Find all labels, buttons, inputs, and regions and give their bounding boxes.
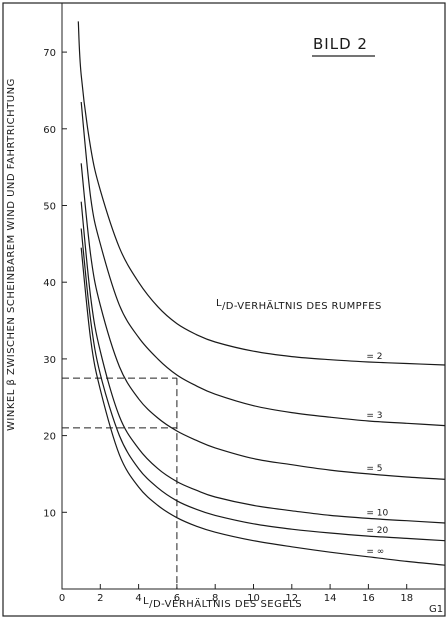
y-axis-title: WINKEL β ZWISCHEN SCHEINBAREM WIND UND F… — [6, 78, 17, 431]
legend-title-prefix: L — [216, 298, 222, 309]
series-label: = 5 — [366, 464, 382, 474]
chart-title: BILD 2 — [313, 35, 368, 53]
x-tick-label: 16 — [362, 593, 375, 604]
y-tick-label: 40 — [43, 278, 56, 289]
y-tick-label: 70 — [43, 48, 56, 59]
x-tick-label: 12 — [285, 593, 298, 604]
x-tick-label: 0 — [59, 593, 65, 604]
x-tick-label: 10 — [247, 593, 260, 604]
legend-title-rest: /D-VERHÄLTNIS DES RUMPFES — [222, 299, 382, 312]
x-tick-label: 4 — [135, 593, 141, 604]
y-tick-label: 60 — [43, 125, 56, 136]
series-line — [77, 21, 446, 366]
x-tick-label: 8 — [212, 593, 218, 604]
x-tick-label: 2 — [97, 593, 103, 604]
series-label: = 3 — [366, 411, 382, 421]
series-line — [80, 228, 446, 542]
series-label: = ∞ — [366, 547, 384, 557]
x-axis-title: L/D-VERHÄLTNIS DES SEGELS — [143, 596, 302, 610]
ticks-layer: 0 2 4 6 8 10 12 14 16 18 10 20 30 40 50 60 70 — [43, 48, 413, 604]
x-tick-label: 18 — [400, 593, 413, 604]
plot-frame — [61, 2, 446, 590]
series-line — [80, 163, 446, 480]
series-line — [80, 201, 446, 524]
y-tick-label: 30 — [43, 355, 56, 366]
series-label: = 10 — [366, 508, 388, 518]
reference-lines — [62, 377, 178, 589]
y-tick-label: 50 — [43, 202, 56, 213]
series-line — [80, 247, 446, 566]
legend-title: L/D-VERHÄLTNIS DES RUMPFES — [216, 298, 382, 312]
x-tick-label: 14 — [324, 593, 337, 604]
curves-layer — [77, 21, 446, 566]
series-label: = 20 — [366, 526, 388, 536]
x-tick-label: 6 — [174, 593, 180, 604]
x-axis-title-prefix: L — [143, 596, 149, 607]
series-label: = 2 — [366, 352, 382, 362]
series-line — [80, 101, 446, 427]
curve-labels: = 2 = 3 = 5 = 10 = 20 = ∞ — [366, 352, 388, 557]
x-axis-title-rest: /D-VERHÄLTNIS DES SEGELS — [149, 597, 302, 610]
y-tick-label: 20 — [43, 432, 56, 443]
corner-mark: G1 — [429, 604, 443, 615]
y-tick-label: 10 — [43, 508, 56, 519]
